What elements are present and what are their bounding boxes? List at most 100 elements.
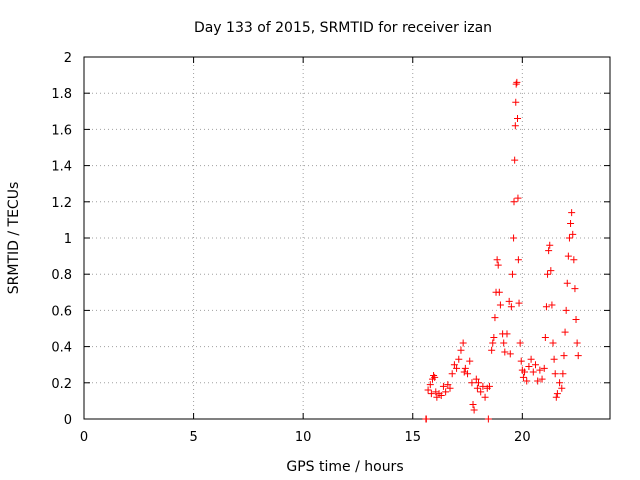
data-point	[472, 375, 480, 383]
data-point	[490, 334, 498, 342]
y-tick-label: 1	[64, 232, 72, 247]
data-point	[516, 339, 524, 347]
data-point	[540, 364, 548, 372]
data-point	[432, 388, 440, 396]
data-point	[573, 339, 581, 347]
data-point	[568, 209, 576, 217]
data-point	[448, 370, 456, 378]
data-point	[574, 352, 582, 360]
data-point	[427, 390, 435, 398]
data-point	[457, 346, 465, 354]
data-point	[527, 355, 535, 363]
data-point	[511, 156, 519, 164]
data-point	[545, 247, 553, 255]
data-point	[512, 80, 520, 88]
data-point	[439, 382, 447, 390]
data-point	[553, 390, 561, 398]
plot-frame	[83, 56, 611, 420]
data-point	[466, 357, 474, 365]
data-point	[542, 303, 550, 311]
data-point	[525, 363, 533, 371]
data-point	[464, 370, 472, 378]
data-point	[430, 372, 438, 380]
data-point	[484, 415, 492, 423]
data-point	[494, 261, 502, 269]
data-point	[442, 388, 450, 396]
data-point	[437, 391, 445, 399]
data-point	[552, 393, 560, 401]
data-point	[470, 406, 478, 414]
y-axis-title: SRMTID / TECUs	[6, 182, 22, 295]
data-point	[536, 366, 544, 374]
data-point	[446, 384, 454, 392]
data-point	[424, 386, 432, 394]
data-point	[567, 220, 575, 228]
data-point	[517, 357, 525, 365]
data-point	[508, 270, 516, 278]
data-point	[453, 364, 461, 372]
data-point	[551, 370, 559, 378]
data-point	[481, 393, 489, 401]
data-point	[505, 297, 513, 305]
data-point	[460, 368, 468, 376]
data-point	[426, 381, 434, 389]
y-tick-label: 1.6	[51, 123, 72, 138]
data-point	[513, 78, 521, 86]
data-point	[561, 328, 569, 336]
data-point	[444, 381, 452, 389]
data-point	[512, 98, 520, 106]
y-tick-label: 0.4	[51, 341, 72, 356]
data-point	[488, 346, 496, 354]
data-point	[514, 256, 522, 264]
data-point	[495, 288, 503, 296]
data-point	[479, 382, 487, 390]
y-tick-label: 0	[64, 413, 72, 428]
data-point	[459, 339, 467, 347]
y-tick-label: 0.8	[51, 268, 72, 283]
data-point	[455, 355, 463, 363]
data-point	[473, 384, 481, 392]
data-point	[534, 377, 542, 385]
data-point	[547, 267, 555, 275]
data-point	[450, 361, 458, 369]
data-point	[538, 375, 546, 383]
data-point	[507, 303, 515, 311]
data-point	[510, 234, 518, 242]
y-tick-label: 0.2	[51, 377, 72, 392]
y-tick-label: 2	[64, 51, 72, 66]
y-tick-label: 1.4	[51, 160, 72, 175]
data-point	[475, 379, 482, 387]
data-point	[469, 401, 477, 409]
data-point	[572, 315, 580, 323]
data-point	[503, 330, 511, 338]
grid	[84, 57, 610, 419]
data-point	[556, 379, 564, 387]
data-point	[433, 393, 441, 401]
data-point	[523, 377, 531, 385]
data-point	[546, 241, 554, 249]
chart-title: Day 133 of 2015, SRMTID for receiver iza…	[194, 20, 492, 36]
data-point	[571, 285, 579, 293]
axis-ticks: 0 5 10 15 20 0 0.2 0.4 0.6 0.8 1 1.2 1.4 1.6 1.8 2	[51, 51, 610, 445]
x-tick-label: 10	[295, 430, 312, 445]
data-point	[422, 415, 430, 423]
data-point	[570, 256, 578, 264]
data-point	[519, 373, 527, 381]
data-point	[559, 370, 567, 378]
x-tick-label: 5	[189, 430, 197, 445]
data-point	[496, 301, 504, 309]
data-point	[500, 339, 508, 347]
data-point	[491, 314, 499, 322]
data-point	[510, 198, 518, 206]
data-point	[468, 379, 476, 387]
data-point	[514, 194, 522, 202]
data-point	[515, 299, 523, 307]
data-point	[560, 352, 568, 360]
data-point	[501, 348, 509, 356]
data-point	[431, 373, 439, 381]
data-markers	[422, 78, 582, 423]
data-point	[565, 234, 573, 242]
data-point	[544, 270, 552, 278]
data-point	[511, 122, 519, 130]
